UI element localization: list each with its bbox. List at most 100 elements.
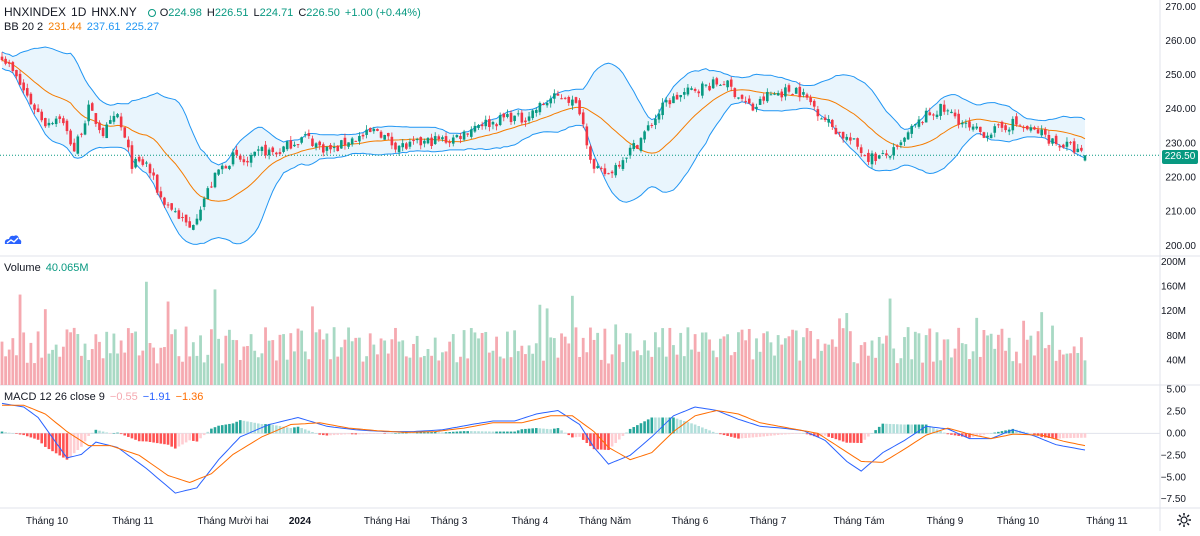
macd-histogram-bar bbox=[607, 433, 610, 451]
macd-histogram-bar bbox=[899, 424, 903, 434]
candle-body bbox=[664, 100, 668, 103]
volume-bar bbox=[513, 330, 517, 385]
candle-body bbox=[141, 159, 145, 165]
macd-histogram-bar bbox=[668, 417, 672, 434]
candle-body bbox=[780, 91, 784, 98]
macd-histogram-bar bbox=[841, 433, 845, 442]
candle-body bbox=[816, 109, 820, 117]
bb-legend[interactable]: BB 20 2 231.44 237.61 225.27 bbox=[4, 20, 164, 34]
macd-histogram-bar bbox=[516, 430, 520, 434]
volume-bar bbox=[238, 359, 242, 385]
volume-bar bbox=[307, 359, 311, 385]
candle-body bbox=[968, 121, 971, 128]
volume-bar bbox=[195, 355, 199, 385]
macd-histogram-bar bbox=[596, 433, 599, 450]
volume-bar bbox=[971, 351, 975, 385]
candle-body bbox=[116, 114, 119, 118]
candle-body bbox=[885, 153, 888, 156]
macd-histogram-bar bbox=[7, 432, 11, 434]
volume-bar bbox=[357, 337, 361, 385]
macd-histogram-bar bbox=[231, 423, 235, 434]
macd-histogram-bar bbox=[264, 424, 267, 434]
macd-histogram-bar bbox=[343, 433, 347, 435]
macd-histogram-bar bbox=[340, 433, 343, 435]
volume-bar bbox=[1000, 328, 1004, 385]
candle-body bbox=[336, 145, 340, 152]
volume-bar bbox=[148, 343, 152, 385]
macd-legend[interactable]: MACD 12 26 close 9 −0.55 −1.91 −1.36 bbox=[4, 390, 208, 404]
macd-histogram-bar bbox=[134, 433, 137, 440]
volume-bar bbox=[852, 362, 856, 385]
macd-hist-value: −0.55 bbox=[109, 391, 138, 403]
volume-bar bbox=[545, 308, 549, 385]
candle-body bbox=[744, 100, 747, 102]
candle-body bbox=[910, 125, 914, 134]
candle-body bbox=[347, 142, 350, 147]
candle-body bbox=[199, 209, 202, 221]
bb-basis-value: 231.44 bbox=[48, 21, 82, 33]
volume-bar bbox=[1058, 349, 1062, 385]
volume-bar bbox=[787, 336, 791, 385]
bb-band-fill bbox=[2, 47, 1085, 245]
candle-body bbox=[372, 128, 376, 132]
candle-body bbox=[928, 112, 932, 116]
macd-histogram-bar bbox=[697, 426, 701, 434]
settings-gear-icon[interactable] bbox=[1176, 512, 1192, 528]
macd-histogram-bar bbox=[379, 433, 383, 434]
macd-histogram-bar bbox=[47, 433, 51, 450]
macd-histogram-bar bbox=[726, 433, 729, 436]
macd-histogram-bar bbox=[639, 423, 643, 434]
volume-bar bbox=[271, 340, 275, 385]
macd-histogram-bar bbox=[942, 432, 946, 434]
volume-bar bbox=[910, 359, 914, 385]
macd-histogram-bar bbox=[874, 430, 877, 434]
interval-label[interactable]: 1D bbox=[71, 5, 87, 19]
tradingview-logo-icon[interactable] bbox=[3, 232, 23, 248]
candle-body bbox=[711, 79, 715, 89]
macd-histogram-bar bbox=[15, 433, 18, 434]
volume-bar bbox=[1069, 353, 1072, 385]
candle-body bbox=[181, 217, 184, 219]
volume-bar bbox=[960, 343, 964, 385]
macd-histogram-bar bbox=[437, 432, 441, 434]
macd-histogram-bar bbox=[217, 425, 220, 434]
macd-histogram-bar bbox=[888, 423, 892, 434]
macd-histogram-bar bbox=[58, 433, 62, 456]
candle-body bbox=[433, 136, 437, 145]
volume-bar bbox=[603, 328, 607, 385]
candle-body bbox=[159, 191, 163, 198]
volume-bar bbox=[145, 281, 148, 385]
candle-body bbox=[614, 165, 617, 176]
volume-bar bbox=[946, 339, 950, 385]
macd-histogram-bar bbox=[303, 429, 307, 434]
open-value: 224.98 bbox=[168, 7, 202, 19]
macd-histogram-bar bbox=[885, 423, 888, 434]
candle-body bbox=[1011, 118, 1015, 131]
macd-histogram-bar bbox=[224, 424, 228, 434]
volume-bar bbox=[516, 351, 520, 385]
volume-bar bbox=[679, 332, 683, 385]
macd-histogram-bar bbox=[1072, 433, 1076, 438]
candle-body bbox=[285, 141, 289, 150]
macd-axis-label: −2.50 bbox=[1161, 450, 1187, 461]
volume-bar bbox=[578, 356, 581, 385]
candle-body bbox=[271, 147, 275, 153]
volume-bar bbox=[1025, 339, 1029, 385]
macd-histogram-bar bbox=[397, 432, 401, 434]
candle-body bbox=[466, 133, 469, 135]
candle-body bbox=[812, 100, 816, 107]
symbol-name[interactable]: HNXINDEX bbox=[4, 5, 67, 19]
macd-histogram-bar bbox=[44, 433, 47, 447]
macd-histogram-bar bbox=[202, 433, 206, 436]
candle-body bbox=[856, 138, 859, 147]
macd-histogram-bar bbox=[1051, 433, 1054, 439]
volume-legend[interactable]: Volume 40.065M bbox=[4, 261, 94, 275]
time-axis-label: Tháng Mười hai bbox=[197, 516, 268, 527]
macd-histogram-bar bbox=[664, 417, 668, 434]
volume-bar bbox=[762, 333, 766, 385]
candle-body bbox=[917, 119, 921, 127]
volume-bar bbox=[830, 339, 834, 385]
macd-signal-value: −1.36 bbox=[175, 391, 204, 403]
